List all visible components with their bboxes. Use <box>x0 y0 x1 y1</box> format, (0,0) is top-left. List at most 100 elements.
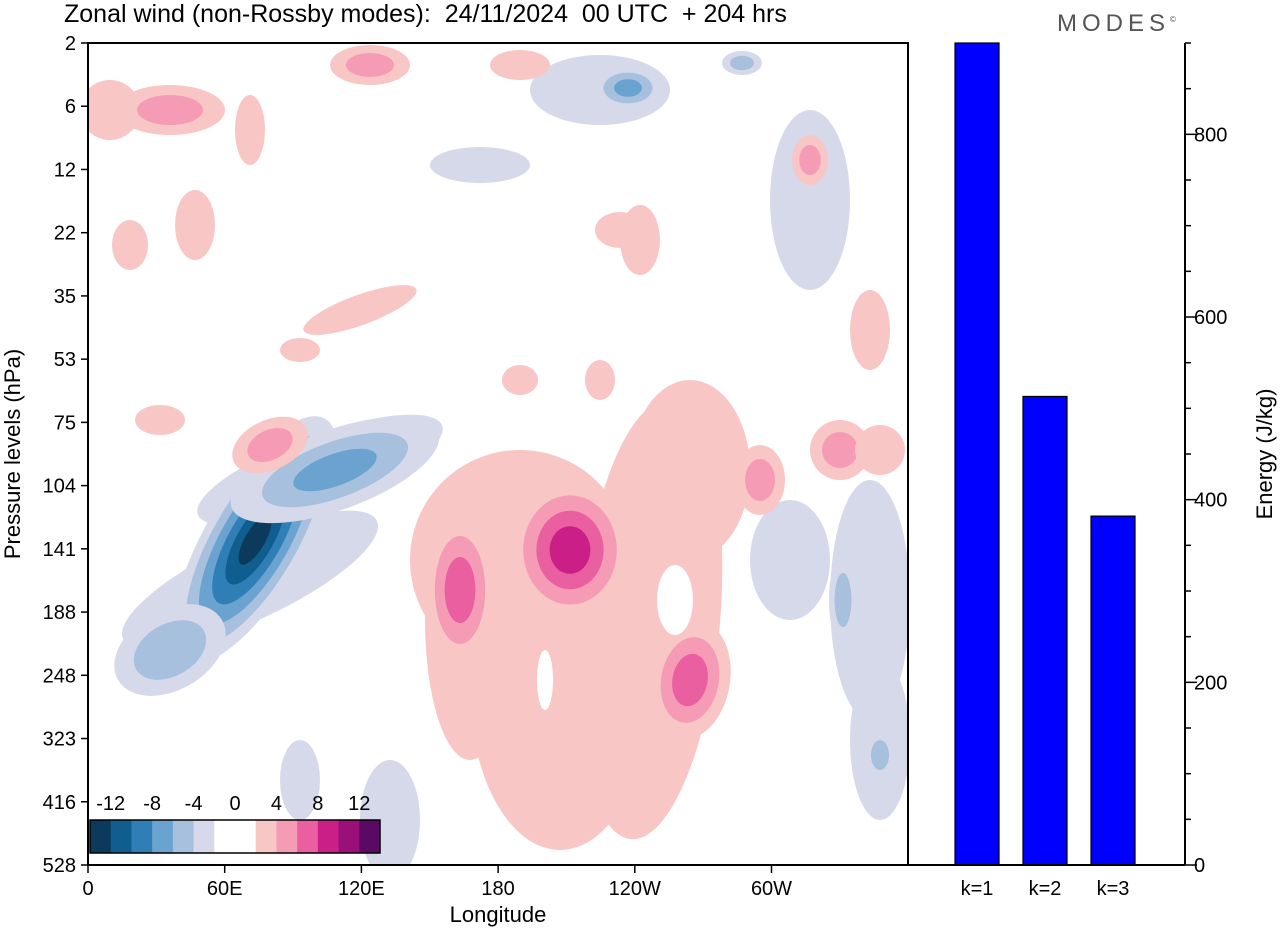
colorbar-swatch <box>110 820 132 853</box>
positive-contour <box>490 50 550 80</box>
bars <box>954 42 1136 866</box>
contour-field <box>88 45 908 865</box>
longitude-axis: 0 60E 120E 180 120W 60W <box>82 865 792 900</box>
positive-contour <box>850 290 890 370</box>
y-tick-label: 53 <box>54 349 76 371</box>
pressure-axis: 2 6 12 22 35 53 75 104 141 188 248 323 416 528 <box>43 33 88 877</box>
negative-contour <box>238 515 272 565</box>
y-tick-label: 188 <box>43 602 76 624</box>
energy-bar <box>1022 395 1068 866</box>
negative-contour <box>280 740 320 820</box>
colorbar: -12 -8 -4 0 4 8 12 <box>89 793 381 854</box>
x-tick-label: 60W <box>751 878 792 900</box>
x-tick-label: 120W <box>609 878 661 900</box>
colorbar-swatch <box>172 820 195 853</box>
y-tick-label: 75 <box>54 412 76 434</box>
energy-tick-label: 0 <box>1194 855 1205 877</box>
negative-contour <box>730 55 754 71</box>
x-axis-title: Longitude <box>450 902 547 927</box>
positive-contour <box>799 145 821 175</box>
brand-text: MODES <box>1057 10 1171 37</box>
positive-contour <box>235 95 265 165</box>
positive-contour <box>112 220 148 270</box>
colorbar-swatch <box>131 820 153 853</box>
negative-contour <box>614 79 642 97</box>
energy-tick-label: 800 <box>1194 124 1227 146</box>
colorbar-swatch <box>255 820 277 853</box>
positive-contour <box>595 212 645 248</box>
positive-contour <box>549 526 591 574</box>
colorbar-swatch <box>193 820 215 853</box>
negative-contour <box>834 573 852 627</box>
colorbar-swatch <box>338 820 360 853</box>
positive-contour <box>135 405 185 435</box>
negative-contour <box>430 147 530 183</box>
x-tick-label: 0 <box>82 878 93 900</box>
positive-contour <box>303 285 417 335</box>
x-tick-label: 120E <box>338 878 385 900</box>
positive-contour <box>672 653 708 707</box>
y-tick-label: 12 <box>54 159 76 181</box>
y-tick-label: 35 <box>54 286 76 308</box>
positive-contour <box>855 425 905 475</box>
y-tick-label: 2 <box>65 33 76 55</box>
bar-category-label: k=2 <box>1029 878 1062 900</box>
colorbar-label: -4 <box>185 793 203 815</box>
positive-contour <box>630 380 750 560</box>
positive-contour <box>745 459 775 501</box>
colorbar-label: -12 <box>96 793 125 815</box>
energy-tick-label: 200 <box>1194 672 1227 694</box>
energy-axis: 0 200 400 600 800 <box>1185 42 1227 877</box>
positive-contour <box>175 190 215 260</box>
colorbar-swatch <box>359 820 381 853</box>
x-tick-label: 180 <box>481 878 514 900</box>
negative-contour <box>293 448 377 492</box>
positive-contour <box>346 53 394 77</box>
y-tick-label: 104 <box>43 476 76 498</box>
negative-contour <box>770 110 850 290</box>
chart-title: Zonal wind (non-Rossby modes): 24/11/202… <box>64 0 787 28</box>
y-tick-label: 6 <box>65 96 76 118</box>
colorbar-label: -8 <box>143 793 161 815</box>
bar-category-label: k=3 <box>1097 878 1130 900</box>
colorbar-swatch <box>214 820 236 853</box>
y-tick-label: 141 <box>43 539 76 561</box>
colorbar-swatch <box>317 820 340 853</box>
y-tick-label: 416 <box>43 792 76 814</box>
y-tick-label: 22 <box>54 223 76 245</box>
negative-contour <box>830 480 908 720</box>
positive-contour <box>137 95 203 125</box>
hovmoller-plot: 0 60E 120E 180 120W 60W 2 6 12 22 35 53 75 104 141 188… <box>0 33 909 927</box>
brand-logo: MODES© <box>1057 10 1176 38</box>
energy-bar <box>1090 515 1136 866</box>
y-axis-title: Pressure levels (hPa) <box>0 349 25 559</box>
energy-axis-title: Energy (J/kg) <box>1252 389 1277 520</box>
positive-contour <box>280 338 320 362</box>
energy-tick-label: 400 <box>1194 490 1227 512</box>
colorbar-label: 12 <box>348 793 370 815</box>
positive-contour <box>247 428 293 462</box>
colorbar-label: 8 <box>312 793 323 815</box>
negative-contour <box>750 500 830 620</box>
colorbar-swatch <box>276 820 298 853</box>
colorbar-swatch <box>235 820 257 853</box>
colorbar-label: 0 <box>229 793 240 815</box>
positive-contour <box>502 365 538 395</box>
brand-mark: © <box>1170 15 1176 24</box>
energy-bar <box>954 42 1000 866</box>
bar-category-label: k=1 <box>961 878 994 900</box>
positive-contour <box>444 557 476 623</box>
positive-contour <box>822 432 858 468</box>
energy-tick-label: 600 <box>1194 307 1227 329</box>
colorbar-swatch <box>152 820 174 853</box>
negative-contour <box>871 740 889 770</box>
positive-contour <box>585 360 615 400</box>
colorbar-swatch <box>297 820 319 853</box>
colorbar-label: 4 <box>271 793 282 815</box>
energy-bar-chart: 0 200 400 600 800 k=1 k=2 k=3 Energy (J/kg) <box>907 42 1277 900</box>
x-tick-label: 60E <box>207 878 243 900</box>
y-tick-label: 323 <box>43 729 76 751</box>
y-tick-label: 528 <box>43 855 76 877</box>
wavenumber-axis: k=1 k=2 k=3 <box>961 878 1130 900</box>
